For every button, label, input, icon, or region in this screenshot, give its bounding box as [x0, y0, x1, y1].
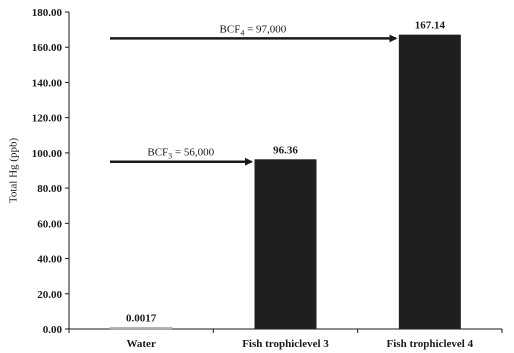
y-tick-label: 60.00	[37, 218, 62, 230]
x-axis: Water Fish trophiclevel 3 Fish trophicleve…	[68, 328, 503, 350]
bcf-label-prefix: BCF	[147, 147, 168, 159]
y-tick-label: 40.00	[37, 254, 62, 266]
y-tick-label: 160.00	[32, 42, 63, 54]
data-label: 167.14	[415, 20, 446, 32]
y-tick-label: 140.00	[32, 77, 63, 89]
x-tick-label: Fish trophiclevel 4	[387, 338, 474, 350]
y-tick-label: 80.00	[37, 183, 62, 195]
bcf-label: BCF4 = 97,000	[220, 23, 287, 37]
y-axis-title: Total Hg (ppb)	[8, 138, 20, 204]
bar	[398, 34, 461, 329]
data-label: 0.0017	[126, 313, 157, 325]
x-tick-label: Water	[127, 338, 156, 350]
bcf-label-suffix: = 56,000	[172, 147, 214, 159]
bars: 0.0017 96.36 167.14	[109, 20, 461, 330]
bcf-label-subscript: 3	[168, 152, 172, 161]
x-tick-label: Fish trophiclevel 3	[242, 338, 329, 350]
bcf-label-suffix: = 97,000	[244, 23, 286, 35]
y-tick-label: 20.00	[37, 289, 62, 301]
y-tick-label: 120.00	[32, 113, 63, 125]
data-label: 96.36	[273, 144, 298, 156]
bcf-label-prefix: BCF	[220, 23, 241, 35]
y-tick-label: 100.00	[32, 148, 63, 160]
bar	[109, 327, 173, 330]
y-axis: 0.00 20.00 40.00 60.00 80.00 100.00 120.00 140.…	[32, 7, 70, 336]
bcf-label: BCF3 = 56,000	[147, 147, 214, 161]
bar	[254, 159, 317, 329]
y-tick-label: 180.00	[32, 7, 63, 19]
y-tick-label: 0.00	[43, 324, 63, 336]
bcf-label-subscript: 4	[240, 28, 244, 37]
